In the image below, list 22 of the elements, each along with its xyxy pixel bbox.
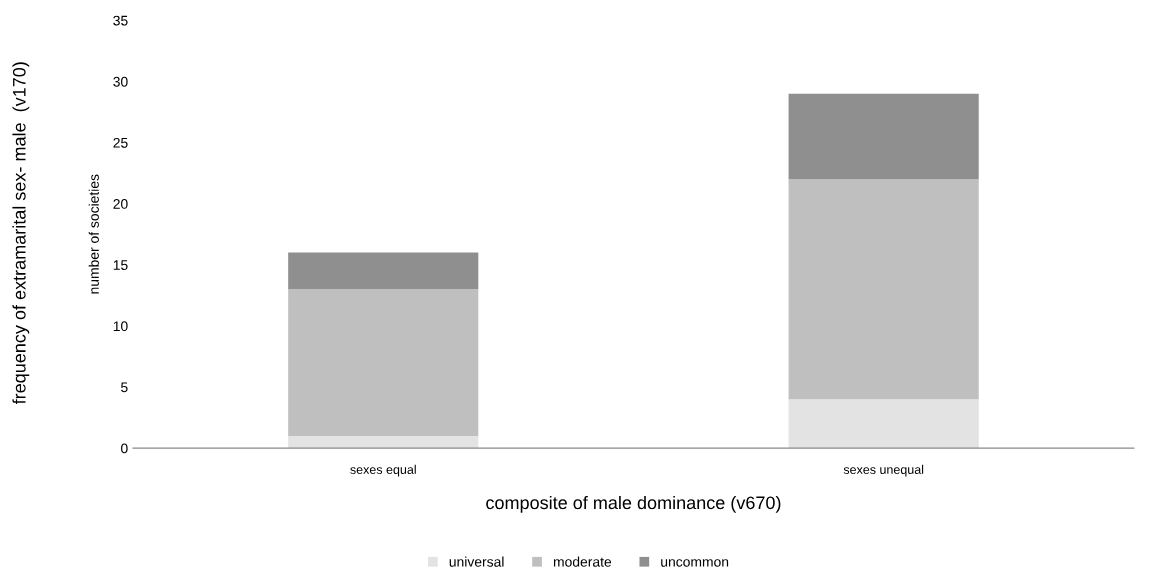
y-tick-label: 20 bbox=[113, 199, 128, 209]
y-tick-label: 35 bbox=[113, 15, 128, 26]
legend-label: universal bbox=[449, 556, 504, 567]
bar bbox=[788, 399, 979, 449]
y-tick-label: 10 bbox=[113, 321, 128, 332]
y-axis-title: number of societies bbox=[88, 174, 99, 294]
x-axis-title: composite of male dominance (v670) bbox=[486, 495, 781, 513]
text: frequency of extramarital sex- male (v170) bbox=[12, 62, 30, 405]
legend-label: moderate bbox=[553, 556, 612, 567]
bar bbox=[288, 435, 479, 449]
bar bbox=[288, 289, 479, 436]
legend-label: uncommon bbox=[661, 559, 729, 567]
bar bbox=[288, 252, 479, 290]
y-tick-label: 0 bbox=[121, 443, 128, 454]
x-tick-label: sexes unequal bbox=[843, 464, 924, 477]
bar bbox=[788, 93, 979, 180]
bar bbox=[788, 179, 979, 400]
y-tick-label: 5 bbox=[121, 382, 128, 393]
x-tick-label: sexes equal bbox=[350, 464, 416, 477]
y-tick-label: 25 bbox=[113, 137, 128, 148]
y-tick-label: 15 bbox=[113, 260, 128, 270]
y-tick-label: 30 bbox=[113, 76, 128, 87]
